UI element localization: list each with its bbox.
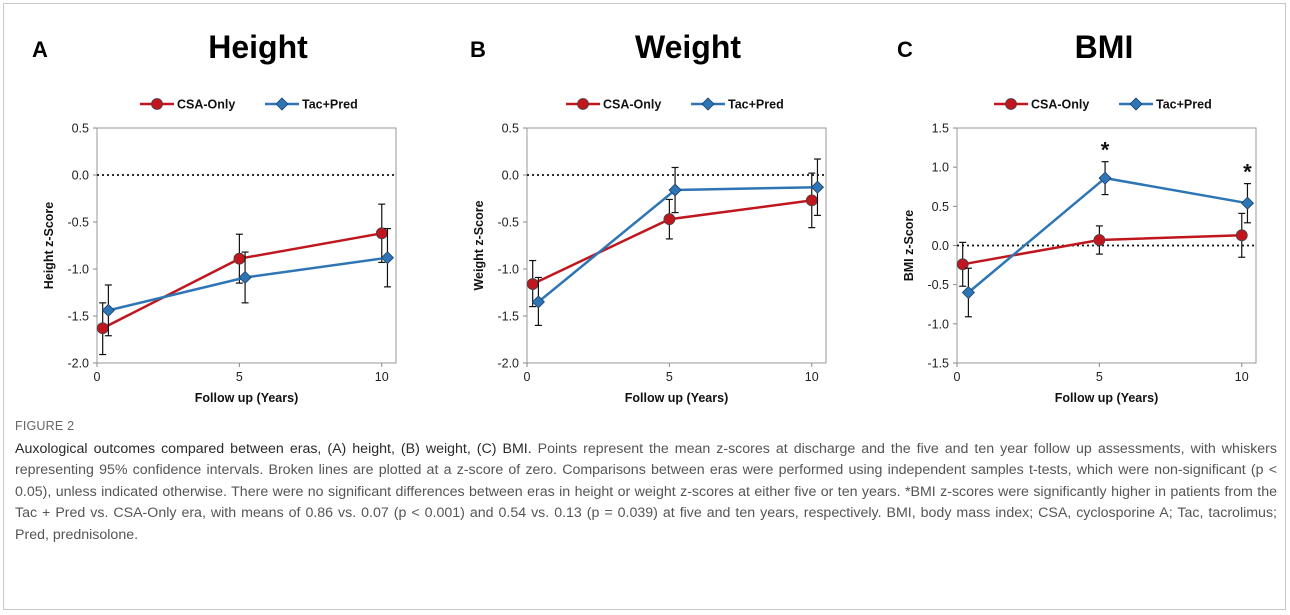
figure-label: FIGURE 2 [15, 419, 75, 433]
y-tick-label: -0.5 [927, 278, 949, 292]
panel-letter: A [32, 37, 48, 62]
y-axis-label: BMI z-Score [902, 210, 916, 282]
panel-letter: C [897, 37, 913, 62]
panel-letter: B [470, 37, 486, 62]
plot-area [526, 127, 827, 364]
x-axis-label: Follow up (Years) [1055, 391, 1159, 405]
y-tick-label: -2.0 [67, 357, 89, 371]
data-point [101, 303, 115, 317]
y-tick-label: 0.0 [932, 239, 949, 253]
x-tick-label: 10 [1235, 370, 1249, 384]
data-point [961, 285, 975, 300]
data-point [233, 252, 246, 265]
legend-label: CSA-Only [177, 98, 235, 112]
plot-area [96, 127, 397, 364]
x-tick-label: 5 [236, 370, 243, 384]
data-point [375, 227, 388, 240]
legend-label: Tac+Pred [302, 98, 358, 112]
caption-title: Auxological outcomes compared between er… [15, 441, 532, 457]
y-tick-label: 1.0 [932, 161, 949, 175]
y-tick-label: 0.5 [932, 200, 949, 214]
y-axis-label: Weight z-Score [472, 200, 486, 290]
x-tick-label: 0 [954, 370, 961, 384]
data-point [1235, 229, 1248, 242]
chart-title: BMI [1075, 29, 1134, 65]
data-point [96, 322, 109, 335]
data-point [956, 258, 969, 271]
chart-panel-b: B Weight 0.5 0.0 -0.5 -1.0 -1.5 -2.0 0 5 10 Follow … [470, 29, 827, 405]
chart-title: Height [208, 29, 308, 65]
data-point [1098, 171, 1112, 185]
data-point [668, 183, 682, 197]
legend-marker [577, 98, 589, 110]
data-point [238, 270, 252, 285]
chart-panel-c: C BMI 1.5 1.0 0.5 0.0 -0.5 -1.0 -1.5 0 5 10 Follow u… [897, 29, 1257, 405]
y-axis-label: Height z-Score [42, 202, 56, 290]
y-tick-label: -1.0 [67, 263, 89, 277]
chart-title: Weight [635, 29, 741, 65]
figure-frame [3, 3, 1286, 610]
y-tick-label: 0.5 [72, 122, 89, 136]
data-point [805, 194, 818, 207]
data-point [380, 251, 395, 265]
data-point [526, 278, 539, 290]
x-axis-label: Follow up (Years) [195, 391, 299, 405]
x-tick-label: 5 [666, 370, 673, 384]
legend-marker [151, 98, 163, 110]
legend-label: Tac+Pred [1156, 98, 1212, 112]
y-tick-label: -1.5 [67, 310, 89, 324]
x-tick-label: 10 [805, 370, 819, 384]
y-tick-label: -0.5 [67, 216, 89, 230]
x-axis-label: Follow up (Years) [625, 391, 729, 405]
x-tick-label: 0 [94, 370, 101, 384]
legend-marker [1129, 97, 1143, 111]
legend-label: CSA-Only [1031, 98, 1089, 112]
y-tick-label: -0.5 [497, 216, 519, 230]
y-tick-label: -1.0 [927, 317, 949, 331]
legend-marker [1005, 98, 1017, 110]
y-tick-label: 0.0 [502, 169, 519, 183]
x-tick-label: 5 [1096, 370, 1103, 384]
y-tick-label: -2.0 [497, 357, 519, 371]
x-tick-label: 10 [375, 370, 389, 384]
legend-marker [275, 97, 289, 111]
chart-panel-a: A Height 0.5 0.0 -0.5 -1.0 -1.5 -2.0 0 5 10 Follow … [32, 29, 397, 405]
y-tick-label: 0.0 [72, 169, 89, 183]
data-point [1240, 196, 1255, 210]
y-tick-label: 1.5 [932, 122, 949, 136]
y-tick-label: -1.0 [497, 263, 519, 277]
data-point [1093, 234, 1106, 246]
figure-caption: FIGURE 2 Auxological outcomes compared b… [15, 416, 1277, 546]
y-tick-label: 0.5 [502, 122, 519, 136]
plot-area [956, 127, 1257, 364]
significance-star: * [1243, 160, 1252, 185]
legend-marker [701, 97, 715, 111]
caption-text: Auxological outcomes compared between er… [15, 439, 1277, 546]
legend-label: CSA-Only [603, 98, 661, 112]
data-point [810, 180, 825, 194]
data-point [531, 295, 545, 309]
data-point [663, 213, 676, 226]
y-tick-label: -1.5 [497, 310, 519, 324]
charts-area: A Height 0.5 0.0 -0.5 -1.0 -1.5 -2.0 0 5 10 Follow … [32, 29, 1257, 405]
y-tick-label: -1.5 [927, 357, 949, 371]
caption-body: Points represent the mean z-scores at di… [15, 441, 1277, 543]
legend-label: Tac+Pred [728, 98, 784, 112]
significance-star: * [1101, 138, 1110, 163]
x-tick-label: 0 [524, 370, 531, 384]
